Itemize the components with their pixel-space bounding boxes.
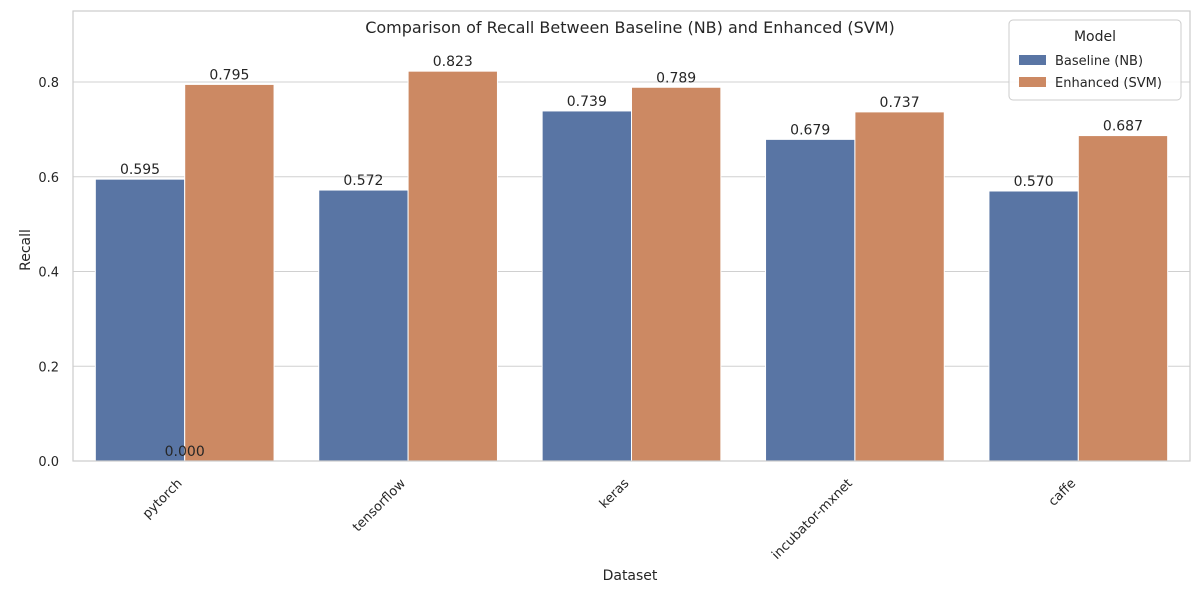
bar-enhanced <box>184 83 275 462</box>
legend-label: Baseline (NB) <box>1055 54 1143 69</box>
bar-value-label: 0.572 <box>343 173 383 189</box>
legend-label: Enhanced (SVM) <box>1055 76 1162 91</box>
bar-value-label: 0.570 <box>1014 174 1054 190</box>
bar-baseline <box>988 190 1079 462</box>
chart-title: Comparison of Recall Between Baseline (N… <box>365 18 895 37</box>
bar-baseline <box>765 138 856 462</box>
bar-value-label: 0.795 <box>209 67 249 83</box>
bar-value-label: 0.679 <box>790 122 830 138</box>
bar-value-label: 0.739 <box>567 94 607 110</box>
x-tick-label: tensorflow <box>350 476 409 535</box>
x-tick-label: caffe <box>1046 476 1079 509</box>
x-tick-label: keras <box>597 476 633 512</box>
y-tick-label: 0.6 <box>38 171 59 186</box>
bar-value-label: 0.737 <box>880 95 920 111</box>
legend: Model Baseline (NB) Enhanced (SVM) <box>1008 19 1182 101</box>
bar-value-label: 0.823 <box>433 54 473 70</box>
bar-labels: 0.595 0.795 0.572 0.823 0.739 0.789 0.679 0.737… <box>120 54 1143 460</box>
x-tick-label: incubator-mxnet <box>769 476 856 563</box>
bar-value-label: 0.789 <box>656 70 696 86</box>
bar-baseline <box>318 189 409 462</box>
y-tick-label: 0.2 <box>38 360 59 375</box>
bars <box>94 70 1169 462</box>
bar-enhanced <box>631 86 722 462</box>
legend-title: Model <box>1074 29 1116 45</box>
bar-enhanced <box>854 111 945 462</box>
bar-enhanced <box>1077 135 1169 462</box>
y-axis-label: Recall <box>18 229 34 271</box>
bar-baseline <box>541 110 633 462</box>
bar-value-label: 0.595 <box>120 162 160 178</box>
bar-value-label: 0.687 <box>1103 119 1143 135</box>
bar-baseline <box>94 178 186 462</box>
plot-border <box>72 10 1191 462</box>
y-tick-label: 0.0 <box>38 455 59 470</box>
legend-swatch <box>1019 55 1046 65</box>
plot-frame <box>72 10 1191 462</box>
bar-enhanced <box>407 70 498 462</box>
x-tick-label: pytorch <box>140 476 186 522</box>
legend-box <box>1008 19 1182 101</box>
y-tick-label: 0.8 <box>38 76 59 91</box>
legend-swatch <box>1019 77 1046 87</box>
x-axis-label: Dataset <box>603 568 658 584</box>
y-tick-label: 0.4 <box>38 266 59 281</box>
extra-value-label: 0.000 <box>165 444 205 460</box>
